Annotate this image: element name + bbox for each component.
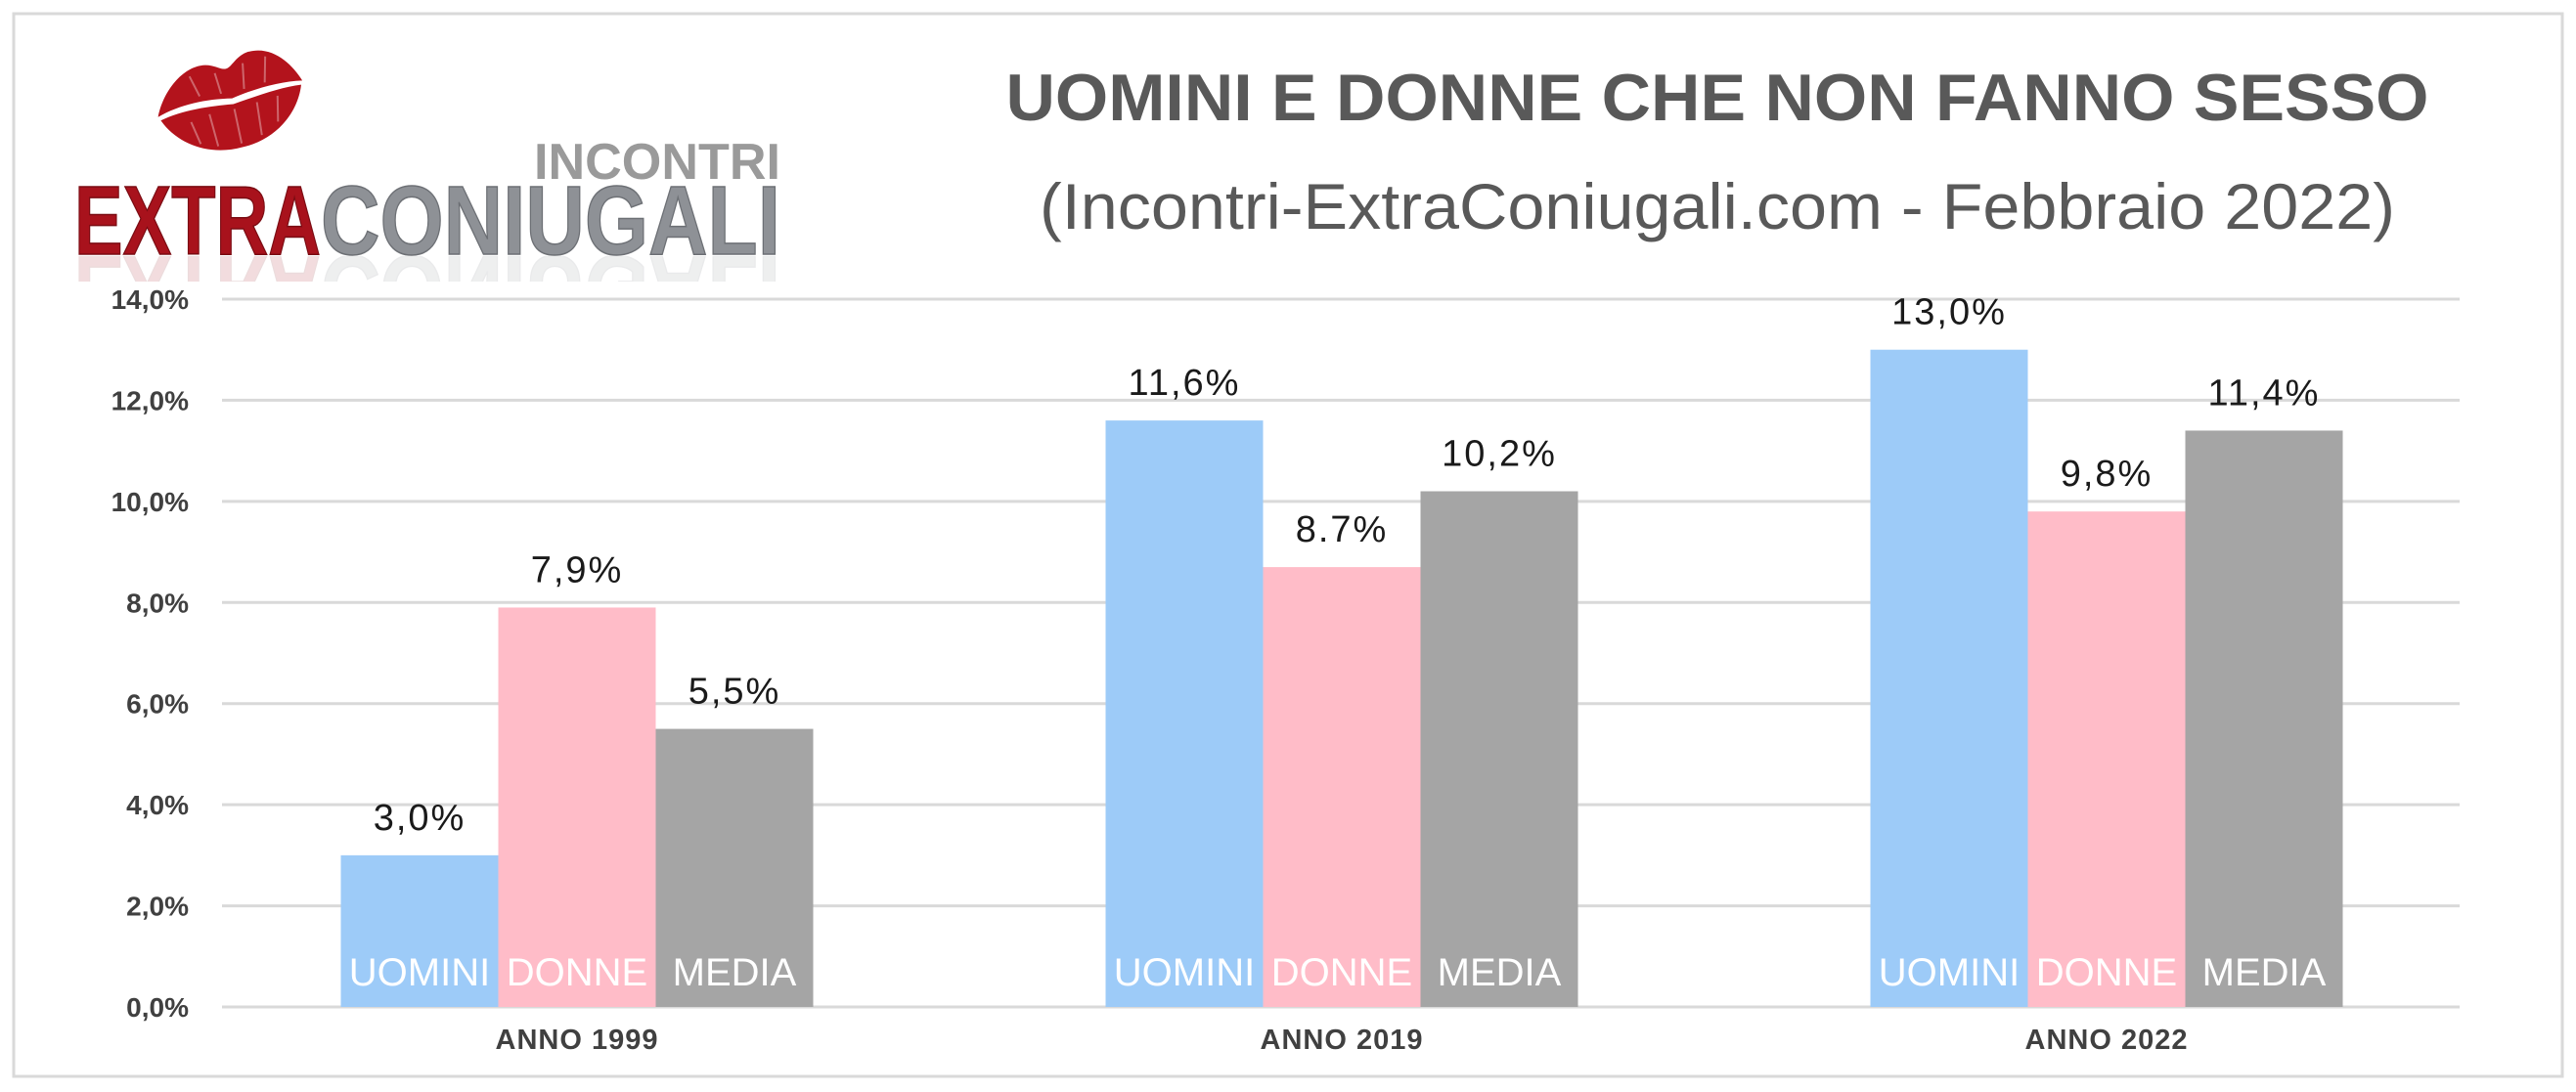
series-label-media-0: MEDIA bbox=[673, 951, 797, 994]
data-label-donne-1: 8.7% bbox=[1296, 509, 1389, 550]
logo-incontri-text: INCONTRI bbox=[534, 134, 780, 191]
bar-donne-1 bbox=[1263, 567, 1421, 1007]
bar-uomini-2 bbox=[1870, 349, 2028, 1007]
chart-frame bbox=[12, 12, 2564, 1078]
y-tick-label: 12,0% bbox=[111, 385, 189, 415]
series-label-uomini-1: UOMINI bbox=[1114, 951, 1255, 994]
bar-media-1 bbox=[1420, 491, 1578, 1007]
data-label-uomini-0: 3,0% bbox=[374, 798, 466, 839]
series-label-donne-1: DONNE bbox=[1271, 951, 1412, 994]
data-label-uomini-2: 13,0% bbox=[1891, 292, 2007, 333]
y-tick-label: 0,0% bbox=[126, 992, 189, 1023]
x-category-label: ANNO 2019 bbox=[1261, 1025, 1424, 1056]
bar-media-0 bbox=[655, 728, 814, 1007]
bar-labels: 3,0% UOMINI 7,9% DONNE 5,5% MEDIA 11,6% UOMINI 8… bbox=[349, 292, 2327, 994]
data-label-donne-2: 9,8% bbox=[2061, 454, 2154, 495]
series-label-uomini-0: UOMINI bbox=[349, 951, 490, 994]
data-label-donne-0: 7,9% bbox=[531, 549, 624, 590]
bar-donne-0 bbox=[498, 607, 656, 1007]
chart-subtitle: (Incontri-ExtraConiugali.com - Febbraio … bbox=[1040, 170, 2395, 242]
lips-icon bbox=[157, 50, 303, 151]
series-label-donne-2: DONNE bbox=[2036, 951, 2177, 994]
y-tick-label: 10,0% bbox=[111, 487, 189, 517]
y-tick-label: 8,0% bbox=[126, 588, 189, 618]
series-label-media-1: MEDIA bbox=[1438, 951, 1562, 994]
bar-media-2 bbox=[2185, 430, 2343, 1007]
series-label-donne-0: DONNE bbox=[507, 951, 647, 994]
bar-uomini-1 bbox=[1105, 420, 1264, 1008]
data-label-media-2: 11,4% bbox=[2208, 372, 2321, 414]
y-tick-label: 2,0% bbox=[126, 892, 189, 922]
series-label-uomini-2: UOMINI bbox=[1879, 951, 2020, 994]
y-tick-label: 14,0% bbox=[111, 284, 189, 315]
bar-donne-2 bbox=[2027, 511, 2186, 1007]
y-tick-label: 6,0% bbox=[126, 689, 189, 720]
x-category-label: ANNO 1999 bbox=[496, 1025, 659, 1056]
x-category-label: ANNO 2022 bbox=[2025, 1025, 2189, 1056]
data-label-media-0: 5,5% bbox=[688, 672, 781, 713]
data-label-uomini-1: 11,6% bbox=[1129, 363, 1241, 404]
data-label-media-1: 10,2% bbox=[1442, 434, 1557, 475]
chart-title: UOMINI E DONNE CHE NON FANNO SESSO bbox=[1006, 61, 2429, 135]
y-tick-label: 4,0% bbox=[126, 790, 189, 820]
brand-logo: INCONTRI EXTRA CONIUGALI bbox=[73, 50, 781, 282]
bars bbox=[340, 349, 2343, 1008]
series-label-media-2: MEDIA bbox=[2202, 951, 2327, 994]
bar-uomini-0 bbox=[340, 854, 499, 1007]
x-axis-categories: ANNO 1999 ANNO 2019 ANNO 2022 bbox=[496, 1025, 2189, 1056]
